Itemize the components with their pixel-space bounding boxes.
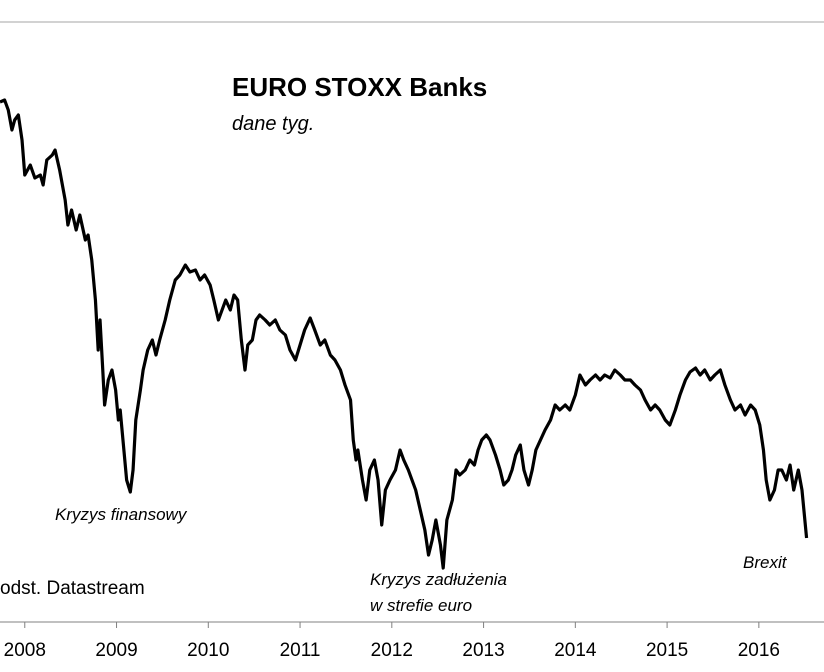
x-tick-label: 2016 — [738, 640, 780, 661]
price-line — [0, 98, 809, 570]
annotation: Brexit — [743, 553, 788, 572]
chart-subtitle: dane tyg. — [232, 113, 314, 135]
annotation: w strefie euro — [370, 596, 472, 615]
source: odst. Datastream — [0, 578, 145, 599]
x-tick-label: 2010 — [187, 640, 229, 661]
x-tick-label: 2009 — [95, 640, 137, 661]
x-tick-label: 2014 — [554, 640, 597, 661]
chart-title: EURO STOXX Banks — [232, 72, 487, 102]
x-tick-label: 2013 — [462, 640, 504, 661]
x-tick-label: 2015 — [646, 640, 688, 661]
x-tick-label: 2008 — [4, 640, 46, 661]
annotation: Kryzys zadłużenia — [370, 570, 507, 589]
x-tick-label: 2012 — [371, 640, 413, 661]
x-tick-label: 2011 — [280, 640, 321, 661]
annotation: Kryzys finansowy — [55, 505, 188, 524]
